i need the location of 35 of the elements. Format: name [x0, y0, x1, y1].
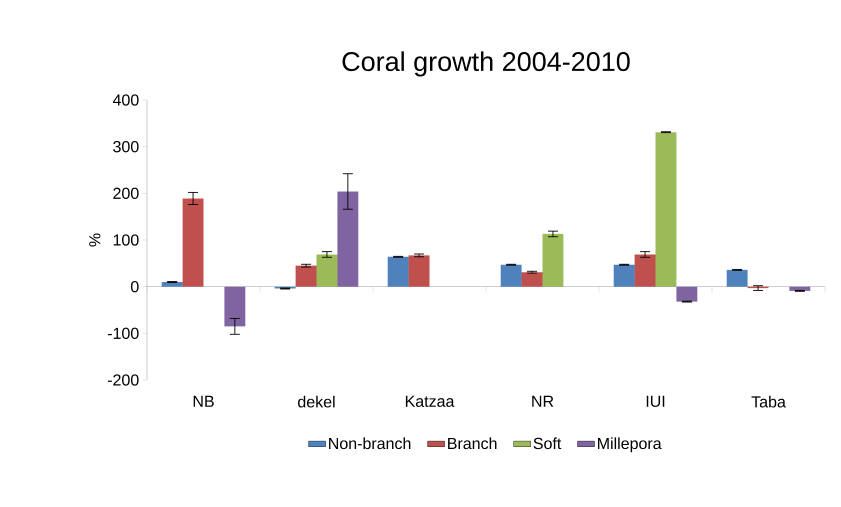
bar: [337, 191, 358, 287]
bar: [726, 270, 748, 287]
legend-label: Branch: [448, 437, 496, 450]
bar: [542, 234, 564, 287]
legend-label: Non-branch: [329, 437, 410, 450]
x-tick-label: Katzaa: [406, 396, 454, 407]
y-tick-label: 400: [112, 94, 139, 106]
y-tick-label: -100: [108, 328, 139, 339]
bar: [224, 286, 246, 326]
y-tick-label: 300: [113, 141, 139, 152]
bar: [522, 272, 543, 287]
bar: [634, 254, 656, 287]
chart-title: Coral growth 2004-2010: [342, 51, 630, 77]
bar: [676, 286, 698, 302]
bar: [614, 264, 635, 287]
legend-label: Millepora: [598, 437, 662, 452]
y-tick-label: 200: [113, 188, 139, 199]
y-tick-label: 100: [114, 234, 139, 246]
bar: [656, 132, 676, 287]
x-tick-label: Taba: [752, 396, 786, 408]
bar: [500, 264, 522, 287]
bar: [388, 256, 409, 287]
legend-label: Soft: [534, 437, 562, 450]
bar: [162, 282, 183, 287]
x-tick-label: NB: [194, 396, 214, 407]
x-tick-label: dekel: [298, 396, 335, 408]
bar: [316, 254, 338, 287]
bar: [296, 266, 317, 287]
y-axis-title: %: [89, 233, 100, 247]
y-tick-label: 0: [130, 281, 139, 292]
y-tick-label: -200: [108, 374, 139, 386]
bar: [182, 198, 204, 287]
x-tick-label: IUI: [646, 396, 664, 407]
x-tick-label: NR: [532, 396, 554, 407]
bar: [408, 255, 430, 287]
